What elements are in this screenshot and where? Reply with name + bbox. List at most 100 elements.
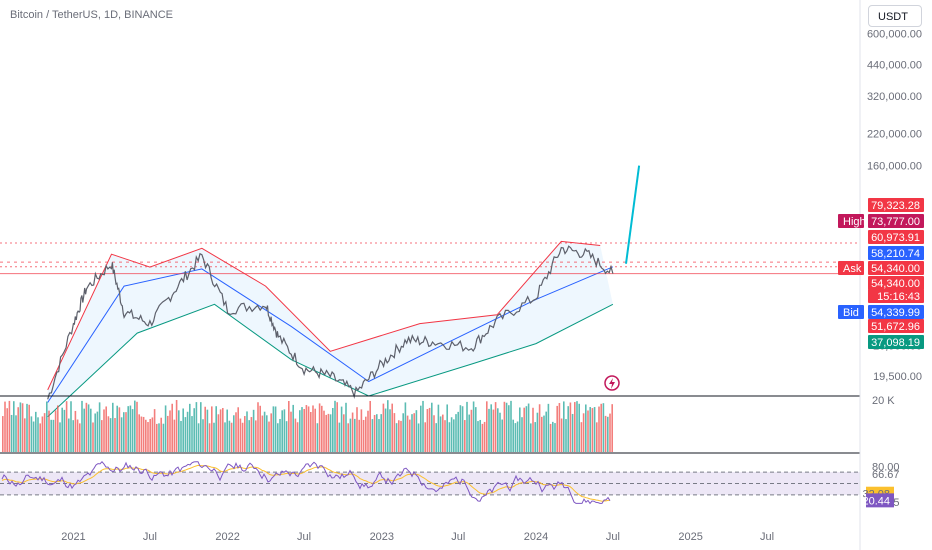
volume-bar [109, 418, 112, 452]
volume-bar [233, 415, 235, 452]
volume-bar [323, 410, 325, 452]
volume-bar [538, 404, 541, 452]
volume-bar [129, 405, 132, 452]
volume-bar [329, 414, 332, 452]
volume-bar [459, 405, 462, 452]
volume-bar [525, 406, 528, 452]
volume-bar [235, 412, 237, 452]
volume-bar [340, 406, 343, 452]
volume-bar [63, 409, 66, 452]
volume-bar [2, 416, 4, 452]
price-tag-value: 51,672.96 [871, 321, 920, 333]
volume-bar [24, 418, 26, 452]
price-tag-value: 54,340.00 [871, 263, 920, 275]
volume-bar [406, 415, 409, 452]
volume-bar [486, 401, 488, 452]
volume-bar [574, 402, 576, 452]
volume-bar [567, 406, 569, 452]
volume-bar [318, 403, 321, 452]
volume-bar [65, 401, 68, 452]
volume-bar [596, 422, 598, 452]
volume-bar [178, 410, 180, 452]
x-tick-label: 2025 [678, 531, 702, 543]
volume-bar [312, 405, 314, 452]
volume-bar [140, 416, 143, 452]
volume-bar [252, 409, 255, 452]
bollinger-upper [47, 240, 601, 391]
volume-bar [483, 421, 486, 452]
volume-bar [391, 403, 393, 452]
volume-bar [543, 415, 545, 452]
volume-bar [248, 420, 250, 452]
volume-bar [118, 407, 121, 452]
volume-bar [367, 410, 369, 452]
volume-bar [35, 411, 37, 452]
volume-bar [455, 414, 457, 452]
volume-bar [373, 414, 376, 452]
volume-bar [321, 405, 323, 452]
volume-bar [175, 400, 178, 452]
volume-bar [268, 421, 270, 452]
volume-bar [490, 404, 492, 452]
volume-bar [409, 419, 411, 452]
volume-bar [184, 417, 187, 452]
volume-bar [446, 404, 448, 452]
volume-bar [547, 403, 550, 452]
volume-bar [76, 419, 79, 452]
x-tick-label: Jul [451, 531, 465, 543]
rsi-tag-value: 20.44 [862, 495, 890, 507]
volume-bar [226, 409, 228, 452]
volume-bar [327, 413, 330, 452]
volume-bar [270, 413, 272, 452]
volume-bar [552, 421, 554, 452]
volume-bar [292, 404, 294, 452]
rsi-ma-line [1, 464, 610, 502]
volume-bar [96, 411, 99, 452]
volume-bar [444, 420, 446, 452]
price-tag-bg [868, 319, 924, 333]
volume-bar [103, 409, 105, 452]
volume-bar [81, 400, 83, 452]
volume-bar [83, 408, 85, 452]
price-tag-bg [868, 276, 924, 290]
volume-bar [554, 423, 556, 452]
volume-bar [193, 408, 195, 452]
volume-bar [283, 409, 286, 452]
rsi-tick-label: 66.67 [872, 469, 900, 481]
volume-bar [147, 422, 149, 452]
volume-bar [208, 423, 211, 452]
volume-bar [195, 402, 198, 452]
volume-bar [107, 416, 110, 452]
volume-bar [332, 407, 334, 452]
volume-bar [371, 419, 374, 452]
volume-bar [448, 422, 451, 452]
volume-bar [43, 413, 46, 452]
volume-bar [213, 422, 215, 452]
volume-bar [228, 420, 231, 452]
volume-bar [417, 423, 420, 452]
y-tick-label: 440,000.00 [867, 59, 922, 71]
volume-bar [514, 423, 517, 452]
volume-bar [563, 401, 565, 452]
volume-bar [389, 409, 391, 452]
volume-bar [558, 403, 561, 452]
volume-bar [450, 417, 453, 452]
volume-bar [41, 416, 44, 452]
volume-bar [241, 422, 244, 452]
volume-bar [536, 412, 539, 452]
price-tag-bg [868, 261, 924, 275]
volume-bar [134, 400, 136, 452]
currency-button[interactable]: USDT [868, 5, 922, 27]
volume-bar [398, 420, 400, 452]
volume-bar [598, 406, 600, 452]
volume-bar [356, 407, 358, 452]
volume-bar [48, 410, 50, 452]
volume-bar [182, 408, 184, 452]
volume-bar [26, 403, 28, 452]
volume-bar [477, 421, 479, 452]
volume-bar [28, 404, 30, 452]
volume-bar [294, 418, 297, 452]
price-tag-value: 15:16:43 [877, 291, 920, 303]
volume-bar [37, 417, 39, 452]
